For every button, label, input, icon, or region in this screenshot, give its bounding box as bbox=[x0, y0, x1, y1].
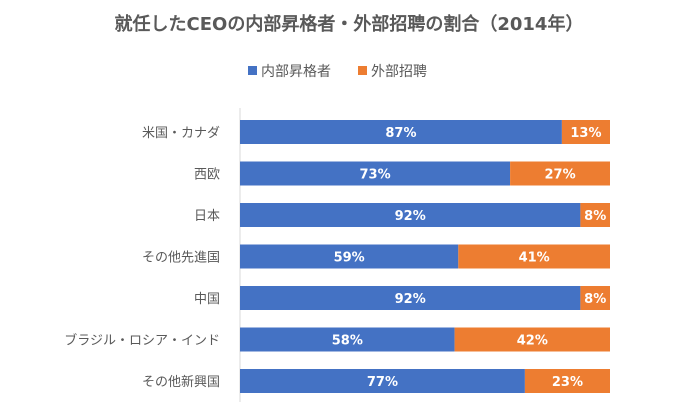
legend-swatch-external bbox=[358, 66, 367, 75]
bar-external bbox=[510, 161, 610, 186]
data-label: 58% bbox=[332, 334, 363, 349]
bar-internal bbox=[240, 286, 581, 310]
data-label: 59% bbox=[334, 251, 365, 266]
legend-swatch-internal bbox=[248, 66, 257, 75]
bar-external bbox=[524, 369, 610, 393]
category-label: 西欧 bbox=[194, 168, 220, 183]
bar-internal bbox=[240, 161, 511, 186]
data-label: 27% bbox=[544, 168, 575, 183]
bar-internal bbox=[240, 327, 455, 352]
bar-internal bbox=[240, 369, 525, 393]
bar-external bbox=[580, 203, 610, 227]
category-label: 日本 bbox=[194, 209, 220, 224]
bars: 米国・カナダ 87% 13% 西欧 73% 27% 日本 92% 8% その他先進国 59% 41% 中… bbox=[64, 120, 610, 393]
data-label: 73% bbox=[359, 168, 390, 183]
category-label: ブラジル・ロシア・インド bbox=[64, 333, 220, 349]
legend-label-external: 外部招聘 bbox=[371, 64, 427, 80]
data-label: 42% bbox=[517, 334, 548, 349]
category-label: 米国・カナダ bbox=[142, 126, 220, 141]
data-label: 92% bbox=[395, 209, 426, 224]
data-label: 13% bbox=[570, 126, 601, 141]
category-label: その他先進国 bbox=[142, 251, 220, 266]
bar-internal bbox=[240, 244, 459, 269]
data-label: 8% bbox=[584, 209, 606, 224]
data-label: 77% bbox=[367, 375, 398, 390]
category-label: 中国 bbox=[194, 292, 220, 307]
data-label: 8% bbox=[584, 292, 606, 307]
data-label: 41% bbox=[519, 251, 550, 266]
category-label: その他新興国 bbox=[142, 374, 220, 390]
legend-label-internal: 内部昇格者 bbox=[261, 64, 331, 80]
data-label: 87% bbox=[385, 126, 416, 141]
legend: 内部昇格者 外部招聘 bbox=[248, 64, 427, 80]
chart-title: 就任したCEOの内部昇格者・外部招聘の割合（2014年） bbox=[115, 13, 584, 35]
bar-external bbox=[454, 327, 610, 352]
bar-external bbox=[561, 120, 610, 144]
bar-internal bbox=[240, 203, 581, 227]
bar-internal bbox=[240, 120, 562, 144]
data-label: 23% bbox=[552, 375, 583, 390]
data-label: 92% bbox=[395, 292, 426, 307]
bar-external bbox=[458, 244, 610, 269]
bar-external bbox=[580, 286, 610, 310]
